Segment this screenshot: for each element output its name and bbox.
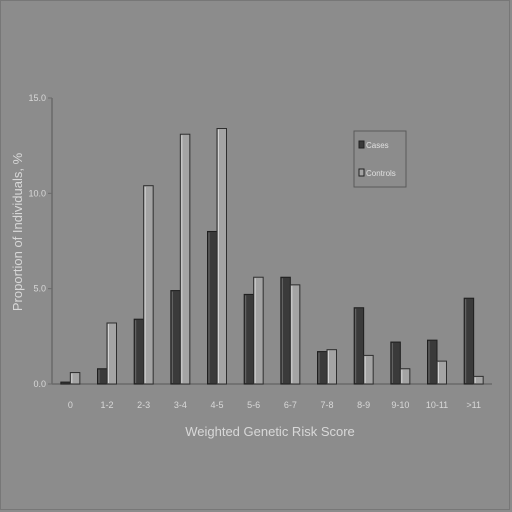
x-axis-label: Weighted Genetic Risk Score (185, 424, 355, 439)
bar-cases-11 (463, 297, 475, 385)
x-tick-label: 6-7 (284, 400, 297, 410)
y-axis-label: Proportion of Individuals, % (10, 152, 25, 311)
bar-cases-9 (390, 341, 401, 385)
y-tick-label: 15.0 (28, 93, 46, 103)
x-tick-label: 2-3 (137, 400, 150, 410)
x-tick-label: 0 (68, 400, 73, 410)
x-tick-label: 3-4 (174, 400, 187, 410)
bar-controls-5 (253, 276, 264, 385)
bar-controls-3 (179, 133, 191, 385)
bar-cases-8 (353, 307, 365, 385)
bar-controls-7 (326, 349, 337, 385)
legend-box (353, 130, 407, 188)
y-tick-label: 0.0 (33, 379, 46, 389)
legend-label-controls: Controls (366, 169, 396, 178)
y-axis: 0.0 5.0 10.0 15.0 (28, 93, 53, 389)
legend-label-cases: Cases (366, 141, 389, 150)
bar-controls-4 (216, 128, 227, 385)
x-tick-label: 10-11 (426, 400, 448, 410)
bar-controls-11 (473, 375, 484, 385)
bar-controls-6 (289, 284, 301, 385)
x-tick-label: 9-10 (391, 400, 409, 410)
bar-controls-10 (436, 360, 447, 385)
bar-controls-1 (106, 322, 117, 385)
x-tick-label: 4-5 (210, 400, 223, 410)
y-tick-label: 5.0 (33, 284, 46, 294)
x-tick-label: >11 (466, 400, 481, 410)
y-tick-label: 10.0 (28, 188, 46, 198)
x-tick-label: 1-2 (100, 400, 113, 410)
x-tick-label: 7-8 (320, 400, 333, 410)
bar-controls-8 (363, 354, 374, 385)
legend-swatch-cases (358, 140, 365, 149)
bars (60, 128, 484, 385)
bar-controls-2 (143, 185, 154, 385)
bar-controls-9 (399, 368, 411, 385)
legend: Cases Controls (353, 130, 407, 188)
bar-controls-0 (69, 372, 81, 385)
x-axis: 0 1-2 2-3 3-4 4-5 5-6 6-7 7-8 8-9 9-10 10-11 >11 (52, 383, 492, 410)
x-tick-label: 8-9 (357, 400, 370, 410)
legend-swatch-controls (358, 168, 365, 177)
x-tick-label: 5-6 (247, 400, 260, 410)
